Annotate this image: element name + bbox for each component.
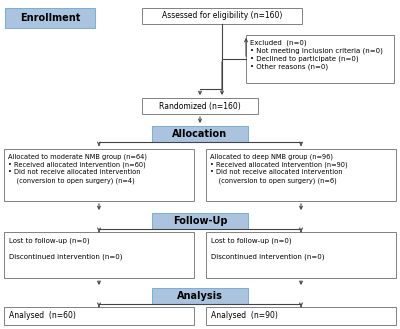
Text: Allocated to moderate NMB group (n=64)
• Received allocated intervention (n=60)
: Allocated to moderate NMB group (n=64) •… [8, 153, 147, 184]
Text: Enrollment: Enrollment [20, 13, 80, 23]
Text: Follow-Up: Follow-Up [173, 216, 227, 226]
FancyBboxPatch shape [5, 8, 95, 28]
Text: Allocation: Allocation [172, 129, 228, 139]
FancyBboxPatch shape [206, 232, 396, 278]
FancyBboxPatch shape [152, 213, 248, 229]
FancyBboxPatch shape [4, 232, 194, 278]
FancyBboxPatch shape [246, 35, 394, 83]
Text: Analysed  (n=90): Analysed (n=90) [211, 311, 278, 320]
Text: Randomized (n=160): Randomized (n=160) [159, 102, 241, 111]
Text: Assessed for eligibility (n=160): Assessed for eligibility (n=160) [162, 12, 282, 20]
Text: Analysed  (n=60): Analysed (n=60) [9, 311, 76, 320]
Text: Lost to follow-up (n=0)

Discontinued intervention (n=0): Lost to follow-up (n=0) Discontinued int… [211, 237, 324, 260]
FancyBboxPatch shape [4, 307, 194, 325]
FancyBboxPatch shape [142, 8, 302, 24]
Text: Analysis: Analysis [177, 291, 223, 301]
Text: Lost to follow-up (n=0)

Discontinued intervention (n=0): Lost to follow-up (n=0) Discontinued int… [9, 237, 122, 260]
FancyBboxPatch shape [206, 149, 396, 201]
FancyBboxPatch shape [152, 126, 248, 142]
Text: Excluded  (n=0)
• Not meeting inclusion criteria (n=0)
• Declined to participate: Excluded (n=0) • Not meeting inclusion c… [250, 39, 383, 70]
FancyBboxPatch shape [206, 307, 396, 325]
FancyBboxPatch shape [142, 98, 258, 114]
Text: Allocated to deep NMB group (n=96)
• Received allocated intervention (n=90)
• Di: Allocated to deep NMB group (n=96) • Rec… [210, 153, 348, 184]
FancyBboxPatch shape [4, 149, 194, 201]
FancyBboxPatch shape [152, 288, 248, 304]
